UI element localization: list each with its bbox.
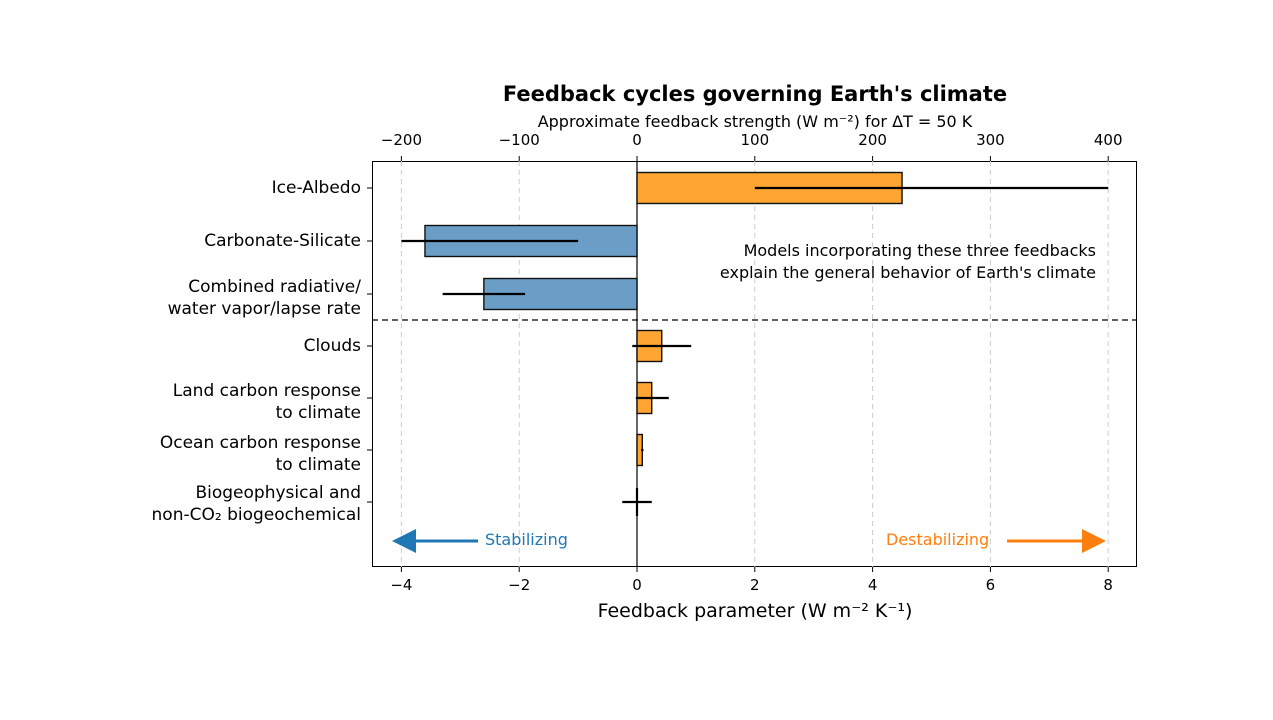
y-category-label: Land carbon response to climate [173,380,361,424]
y-category-label: Biogeophysical and non-CO₂ biogeochemica… [152,482,361,526]
annotation-text: Models incorporating these three feedbac… [640,240,1096,284]
annotation-line: Models incorporating these three feedbac… [743,241,1096,260]
y-label-line: to climate [275,455,361,475]
y-label-line: Land carbon response [172,381,361,401]
x-tick-label-bottom: 0 [632,576,642,594]
chart-title: Feedback cycles governing Earth's climat… [502,82,1008,106]
x-tick-label-top: 100 [740,131,770,149]
x-tick-label-bottom: −4 [390,576,413,594]
y-category-label: Carbonate-Silicate [204,230,361,252]
y-label-line: non-CO₂ biogeochemical [151,505,361,525]
x-tick-label-top: 300 [976,131,1005,149]
y-category-label: Clouds [304,335,361,357]
x-tick-label-bottom: 6 [985,576,996,594]
y-category-label: Ocean carbon response to climate [160,432,361,476]
y-label-line: Carbonate-Silicate [204,231,361,251]
x-tick-label-bottom: 8 [1103,576,1113,594]
x-tick-label-bottom: 2 [750,576,760,594]
y-label-line: Clouds [303,336,361,356]
y-label-line: Biogeophysical and [195,483,361,503]
y-label-line: Combined radiative/ [188,277,361,297]
y-label-line: Ocean carbon response [159,433,361,453]
x-tick-label-top: 200 [858,131,887,149]
y-label-line: water vapor/lapse rate [167,299,361,319]
x-tick-label-bottom: −2 [508,576,531,594]
y-category-label: Combined radiative/water vapor/lapse rat… [168,276,361,320]
x-tick-label-top: 400 [1093,131,1123,149]
x-tick-label-top: 0 [632,131,642,149]
y-category-label: Ice-Albedo [272,177,361,199]
x-tick-label-top: −100 [498,131,540,149]
y-label-line: to climate [275,403,361,423]
x-tick-label-bottom: 4 [867,576,878,594]
top-axis-label: Approximate feedback strength (W m⁻²) fo… [537,112,973,131]
x-tick-label-top: −200 [380,131,422,149]
stabilizing-label: Stabilizing [485,530,568,549]
y-label-line: Ice-Albedo [271,178,361,198]
annotation-line: explain the general behavior of Earth's … [719,263,1096,282]
destabilizing-label: Destabilizing [886,530,990,549]
bottom-axis-label: Feedback parameter (W m⁻² K⁻¹) [597,600,913,622]
